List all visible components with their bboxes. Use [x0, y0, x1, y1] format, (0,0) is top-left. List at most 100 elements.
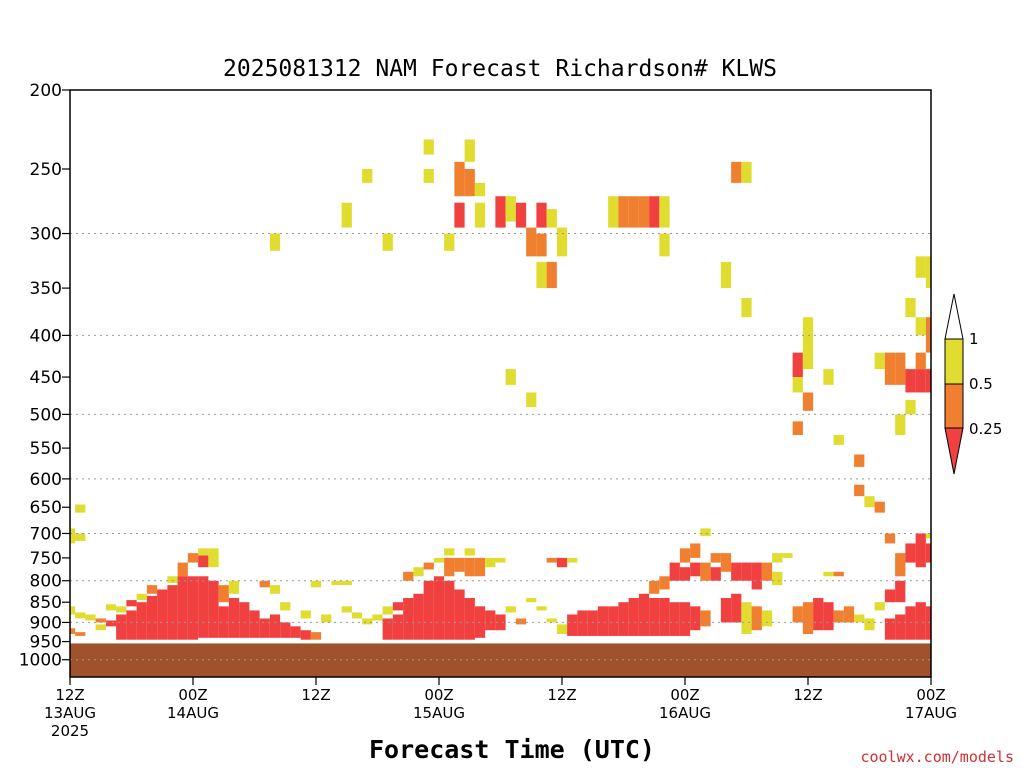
heatmap-cell: [823, 602, 834, 631]
heatmap-cell: [126, 610, 137, 640]
heatmap-cell: [925, 369, 931, 393]
heatmap-cell: [546, 557, 557, 563]
heatmap-cell: [751, 606, 762, 631]
heatmap-cell: [925, 256, 931, 289]
heatmap-cell: [280, 602, 291, 611]
heatmap-cell: [782, 553, 793, 558]
x-tick-label: 15AUG: [413, 704, 465, 722]
heatmap-cell: [341, 606, 352, 613]
heatmap-cell: [628, 196, 639, 228]
heatmap-cell: [772, 553, 783, 563]
heatmap-cell: [854, 484, 865, 497]
heatmap-cell: [618, 196, 629, 228]
heatmap-cell: [823, 571, 834, 577]
heatmap-cell: [239, 602, 250, 638]
heatmap-cell: [515, 202, 527, 228]
heatmap-cell: [546, 209, 557, 228]
heatmap-cell: [136, 593, 147, 601]
heatmap-cell: [116, 614, 127, 640]
heatmap-cell: [567, 557, 578, 563]
y-tick-label: 550: [30, 439, 62, 459]
heatmap-cell: [218, 606, 229, 638]
y-tick-label: 850: [30, 593, 62, 613]
heatmap-cell: [433, 576, 445, 640]
heatmap-cell: [925, 543, 931, 563]
colorbar-segment: [944, 427, 964, 475]
heatmap-cell: [454, 161, 465, 197]
heatmap-cell: [423, 168, 434, 183]
heatmap-cell: [105, 620, 117, 627]
heatmap-cell: [321, 614, 332, 623]
chart-title: 2025081312 NAM Forecast Richardson# KLWS: [223, 56, 777, 82]
heatmap-cell: [905, 543, 916, 563]
heatmap-cell: [75, 533, 86, 541]
heatmap-cell: [70, 606, 76, 615]
heatmap-cell: [75, 632, 86, 636]
x-tick-label: 12Z: [547, 686, 576, 704]
heatmap-cell: [741, 298, 752, 318]
heatmap-cell: [915, 533, 926, 568]
heatmap-cell: [259, 580, 270, 588]
x-tick-label: 12Z: [793, 686, 822, 704]
heatmap-cell: [556, 227, 568, 257]
heatmap-cell: [310, 580, 322, 588]
heatmap-cell: [884, 589, 896, 603]
heatmap-cell: [526, 598, 537, 603]
heatmap-cell: [249, 610, 260, 638]
colorbar-tick-label: 1: [969, 330, 979, 348]
heatmap-cell: [136, 602, 147, 640]
heatmap-cell: [895, 352, 906, 385]
heatmap-cell: [895, 580, 906, 603]
y-tick-label: 750: [30, 549, 62, 569]
colorbar-tick-label: 0.25: [969, 420, 1002, 438]
heatmap-cell: [362, 618, 373, 625]
heatmap-cell: [464, 168, 475, 197]
heatmap-cell: [382, 606, 393, 615]
heatmap-cell: [444, 580, 455, 640]
heatmap-cell: [351, 612, 363, 619]
heatmap-cell: [720, 553, 732, 572]
y-tick-label: 900: [30, 613, 62, 633]
heatmap-cell: [915, 369, 926, 393]
heatmap-cell: [741, 562, 752, 581]
heatmap-cell: [659, 576, 670, 590]
heatmap-cell: [526, 227, 537, 257]
heatmap-cell: [751, 562, 762, 590]
heatmap-cell: [874, 501, 885, 513]
heatmap-cell: [587, 610, 598, 636]
x-tick-label: 12Z: [55, 686, 84, 704]
heatmap-cell: [792, 377, 803, 393]
y-tick-label: 1000: [19, 651, 62, 671]
heatmap-cell: [505, 196, 516, 222]
heatmap-cell: [874, 602, 885, 611]
heatmap-cell: [269, 233, 281, 251]
heatmap-cell: [741, 602, 752, 635]
heatmap-cell: [515, 618, 527, 625]
heatmap-cell: [710, 553, 721, 563]
heatmap-cell: [772, 571, 783, 586]
heatmap-cell: [290, 626, 301, 638]
heatmap-cell: [884, 533, 896, 544]
heatmap-cell: [556, 557, 568, 568]
ground-fill: [70, 643, 931, 677]
colorbar-segment: [944, 383, 964, 429]
heatmap-cell: [177, 576, 188, 640]
heatmap-cell: [146, 585, 158, 594]
heatmap-cell: [505, 606, 516, 613]
heatmap-cell: [444, 233, 455, 251]
heatmap-cell: [105, 604, 117, 611]
heatmap-cell: [925, 606, 931, 640]
heatmap-cell: [700, 562, 711, 581]
heatmap-cell: [556, 624, 568, 635]
y-tick-label: 350: [30, 279, 62, 299]
heatmap-cell: [690, 543, 701, 558]
heatmap-cell: [269, 585, 281, 594]
heatmap-cell: [70, 628, 76, 635]
y-axis: 200 250 300 350 400 450 500 550 600 650 700 750 8008…: [19, 81, 70, 671]
heatmap-cell: [679, 567, 691, 581]
y-tick-label: 200: [30, 81, 62, 101]
heatmap-cell: [146, 595, 158, 640]
heatmap-cell: [423, 580, 434, 640]
heatmap-cell: [423, 139, 434, 155]
